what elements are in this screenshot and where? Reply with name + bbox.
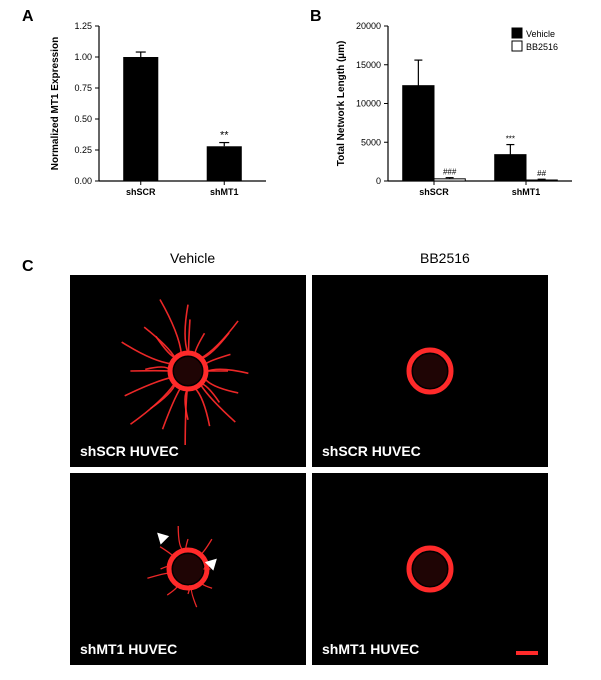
svg-text:Normalized MT1 Expression: Normalized MT1 Expression — [50, 37, 61, 170]
micro-cell-r1-c1: shMT1 HUVEC — [312, 473, 548, 665]
svg-text:###: ### — [443, 168, 457, 177]
micro-cell-label: shSCR HUVEC — [322, 443, 421, 459]
panel-label-a: A — [22, 8, 34, 26]
svg-text:##: ## — [537, 169, 546, 178]
svg-text:shMT1: shMT1 — [210, 187, 239, 197]
svg-text:1.25: 1.25 — [74, 21, 92, 31]
micro-cell-label: shMT1 HUVEC — [322, 641, 419, 657]
svg-text:shMT1: shMT1 — [512, 187, 541, 197]
svg-text:Vehicle: Vehicle — [526, 29, 555, 39]
svg-text:0.75: 0.75 — [74, 83, 92, 93]
panel-label-b: B — [310, 8, 322, 26]
svg-text:5000: 5000 — [361, 137, 381, 147]
microscopy-grid: shSCR HUVEC shSCR HUVEC shMT1 HUVEC shMT1 H… — [70, 275, 548, 665]
svg-text:shSCR: shSCR — [419, 187, 449, 197]
svg-text:20000: 20000 — [356, 21, 381, 31]
svg-text:**: ** — [220, 130, 229, 142]
micro-cell-label: shMT1 HUVEC — [80, 641, 177, 657]
svg-text:10000: 10000 — [356, 99, 381, 109]
micro-cell-r1-c0: shMT1 HUVEC — [70, 473, 306, 665]
micro-col-header-vehicle: Vehicle — [170, 250, 215, 266]
svg-text:0.00: 0.00 — [74, 176, 92, 186]
svg-text:15000: 15000 — [356, 60, 381, 70]
chart-a: 0.00 0.25 0.50 0.75 1.00 1.25 Normalized MT1 E… — [44, 16, 274, 211]
svg-text:***: *** — [506, 135, 515, 144]
svg-text:1.00: 1.00 — [74, 52, 92, 62]
micro-col-header-bb2516: BB2516 — [420, 250, 470, 266]
svg-text:0: 0 — [376, 176, 381, 186]
svg-text:0.50: 0.50 — [74, 114, 92, 124]
svg-text:Total Network Length (µm): Total Network Length (µm) — [336, 41, 347, 167]
scale-bar — [516, 651, 538, 655]
svg-text:0.25: 0.25 — [74, 145, 92, 155]
svg-text:BB2516: BB2516 — [526, 42, 558, 52]
svg-text:shSCR: shSCR — [126, 187, 156, 197]
chart-b: 0 5000 10000 15000 20000 Total Network Length… — [330, 16, 580, 211]
figure-root: A B C 0.00 0.25 0.50 0.75 1.00 1.25 Normalized… — [0, 0, 601, 680]
micro-cell-r0-c0: shSCR HUVEC — [70, 275, 306, 467]
micro-cell-r0-c1: shSCR HUVEC — [312, 275, 548, 467]
panel-label-c: C — [22, 258, 34, 276]
micro-cell-label: shSCR HUVEC — [80, 443, 179, 459]
